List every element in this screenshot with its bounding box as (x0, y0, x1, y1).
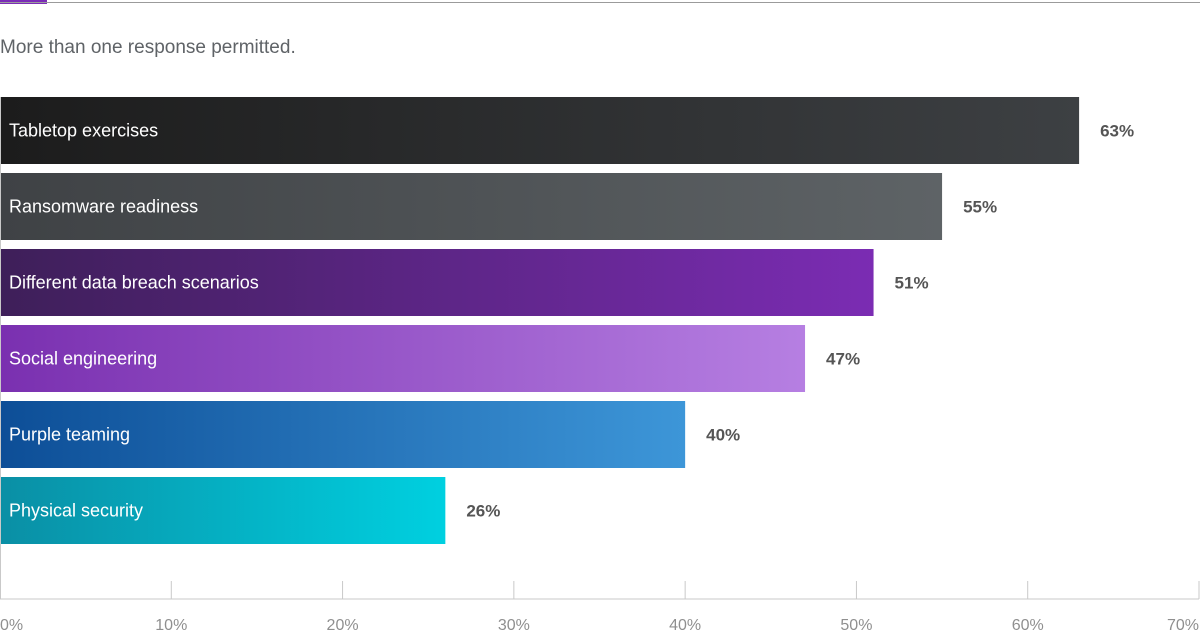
x-tick-label: 10% (155, 617, 187, 630)
x-tick-label: 30% (498, 617, 530, 630)
x-tick-label: 60% (1012, 617, 1044, 630)
x-tick-label: 50% (840, 617, 872, 630)
bar-6 (0, 477, 446, 544)
bar-value-label: 51% (895, 274, 929, 293)
bar-3 (0, 249, 874, 316)
bar-2 (0, 173, 943, 240)
bar-category-label: Social engineering (9, 349, 157, 369)
x-tick-label: 40% (669, 617, 701, 630)
x-tick-label: 70% (1167, 617, 1199, 630)
bar-value-label: 47% (826, 350, 860, 369)
bar-value-label: 63% (1100, 122, 1134, 141)
bar-category-label: Physical security (9, 501, 143, 521)
bar-category-label: Different data breach scenarios (9, 273, 259, 293)
x-tick-label: 0% (0, 617, 23, 630)
bar-value-label: 26% (466, 502, 500, 521)
top-divider (0, 2, 1200, 3)
bar-value-label: 40% (706, 426, 740, 445)
bar-5 (0, 401, 686, 468)
bar-value-label: 55% (963, 198, 997, 217)
bar-category-label: Tabletop exercises (9, 121, 158, 141)
x-tick-label: 20% (327, 617, 359, 630)
bar-category-label: Ransomware readiness (9, 197, 198, 217)
bar-1 (0, 97, 1080, 164)
bar-category-label: Purple teaming (9, 425, 130, 445)
bar-4 (0, 325, 806, 392)
chart-subtitle: More than one response permitted. (0, 37, 296, 58)
